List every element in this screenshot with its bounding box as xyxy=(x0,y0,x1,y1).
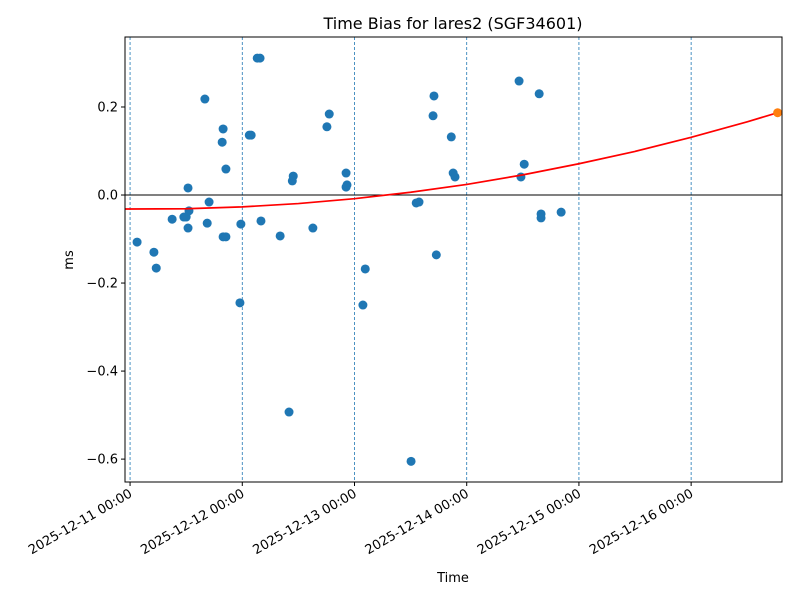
data-point xyxy=(414,197,424,207)
data-point xyxy=(428,111,438,121)
data-point xyxy=(534,89,544,99)
data-point xyxy=(217,137,227,147)
data-point xyxy=(256,216,266,226)
y-tick-label: −0.2 xyxy=(86,277,118,292)
data-point xyxy=(183,223,193,233)
y-tick-label: 0.0 xyxy=(97,189,118,204)
x-axis-label: Time xyxy=(436,571,469,586)
data-point xyxy=(358,300,368,310)
data-point xyxy=(519,159,529,169)
data-point xyxy=(429,91,439,101)
data-point xyxy=(183,183,193,193)
y-tick-label: −0.6 xyxy=(86,453,118,468)
y-tick-label: 0.2 xyxy=(97,100,118,115)
data-point xyxy=(324,109,334,119)
data-point xyxy=(450,172,460,182)
y-axis-label: ms xyxy=(62,250,77,270)
data-point xyxy=(132,237,142,247)
data-point xyxy=(431,250,441,260)
data-point xyxy=(246,130,256,140)
data-point xyxy=(221,164,231,174)
data-point xyxy=(341,168,351,178)
chart-title: Time Bias for lares2 (SGF34601) xyxy=(322,14,582,33)
data-point xyxy=(556,207,566,217)
data-point xyxy=(284,407,294,417)
x-tick-label: 2025-12-11 00:00 xyxy=(26,486,135,558)
data-point xyxy=(218,124,228,134)
x-tick-label: 2025-12-12 00:00 xyxy=(138,486,247,558)
data-point xyxy=(200,94,210,104)
x-tick-label: 2025-12-14 00:00 xyxy=(363,486,472,558)
data-point xyxy=(342,180,352,190)
plot-marks xyxy=(124,53,783,466)
data-point xyxy=(151,263,161,273)
data-point xyxy=(446,132,456,142)
data-point xyxy=(322,122,332,132)
x-tick-label: 2025-12-16 00:00 xyxy=(587,486,696,558)
data-point xyxy=(221,232,231,242)
data-point xyxy=(202,218,212,228)
data-point xyxy=(204,197,214,207)
prediction-point xyxy=(773,108,783,118)
x-tick-label: 2025-12-15 00:00 xyxy=(475,486,584,558)
data-point xyxy=(149,247,159,257)
plot-frame xyxy=(124,36,783,483)
data-point xyxy=(236,219,246,229)
data-point xyxy=(288,171,298,181)
data-point xyxy=(360,264,370,274)
data-point xyxy=(167,214,177,224)
data-point xyxy=(406,456,416,466)
y-tick-label: −0.4 xyxy=(86,365,118,380)
data-point xyxy=(275,231,285,241)
axes: 2025-12-11 00:00 2025-12-12 00:00 2025-12-… xyxy=(26,100,696,558)
data-point xyxy=(235,298,245,308)
grid-lines xyxy=(125,37,782,482)
x-tick-label: 2025-12-13 00:00 xyxy=(251,486,360,558)
data-point xyxy=(536,213,546,223)
data-point xyxy=(308,223,318,233)
data-point xyxy=(514,76,524,86)
fit-curve xyxy=(124,111,778,210)
data-point xyxy=(255,53,265,63)
